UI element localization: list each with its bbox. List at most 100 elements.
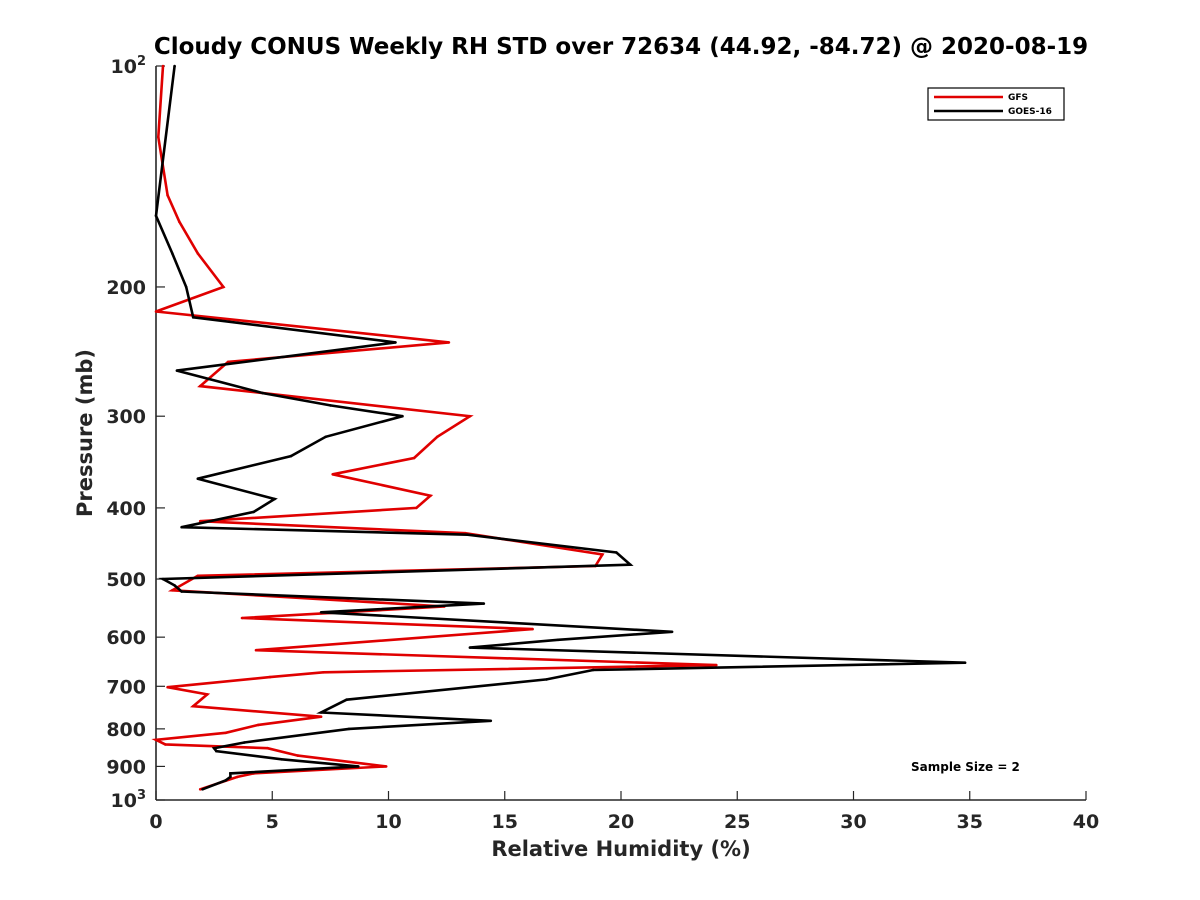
data-point-goes-16 <box>615 551 618 554</box>
data-point-gfs <box>254 648 258 652</box>
x-axis-ticks: 0 5 10 15 20 25 30 35 40 <box>149 791 1099 833</box>
data-point-gfs <box>226 360 230 364</box>
data-point-goes-16 <box>466 533 469 536</box>
x-tick-label: 35 <box>957 811 983 833</box>
data-point-goes-16 <box>482 602 486 605</box>
data-point-goes-16 <box>591 668 595 672</box>
data-point-goes-16 <box>319 711 323 714</box>
data-point-goes-16 <box>401 414 404 418</box>
data-point-goes-16 <box>212 746 216 750</box>
data-point-gfs <box>415 506 418 510</box>
data-point-gfs <box>531 627 534 631</box>
data-point-gfs <box>257 723 260 727</box>
y-tick-base: 10 <box>111 790 137 812</box>
x-tick-label: 5 <box>266 811 279 833</box>
data-point-gfs <box>319 715 323 718</box>
data-point-goes-16 <box>347 727 351 731</box>
series-layer <box>151 64 967 791</box>
data-point-gfs <box>178 220 181 223</box>
data-point-gfs <box>266 746 269 750</box>
data-point-gfs <box>268 675 272 679</box>
data-point-gfs <box>331 473 335 476</box>
data-point-gfs <box>161 64 165 68</box>
data-point-goes-16 <box>394 341 397 344</box>
data-point-gfs <box>164 743 167 746</box>
data-point-goes-16 <box>324 435 328 439</box>
data-point-goes-16 <box>180 590 183 593</box>
data-point-goes-16 <box>173 64 176 68</box>
data-point-goes-16 <box>963 661 967 664</box>
y-tick-label: 102 <box>111 54 147 78</box>
data-point-goes-16 <box>489 719 493 723</box>
data-point-goes-16 <box>670 630 674 634</box>
data-point-goes-16 <box>273 497 276 501</box>
data-point-gfs <box>468 414 472 418</box>
data-point-gfs <box>154 738 158 742</box>
y-tick-exponent: 2 <box>137 54 146 69</box>
y-tick-label: 800 <box>106 719 146 741</box>
data-point-goes-16 <box>329 404 332 407</box>
y-axis-label: Pressure (mb) <box>73 349 97 517</box>
x-axis-label: Relative Humidity (%) <box>491 837 750 861</box>
data-point-gfs <box>196 252 200 255</box>
data-point-gfs <box>171 589 174 592</box>
data-point-gfs <box>154 310 158 313</box>
data-point-goes-16 <box>545 678 548 681</box>
series-points-gfs <box>154 64 718 791</box>
data-point-goes-16 <box>629 563 632 566</box>
data-point-goes-16 <box>215 749 218 753</box>
chart-title: Cloudy CONUS Weekly RH STD over 72634 (4… <box>154 34 1088 60</box>
data-point-goes-16 <box>173 584 176 587</box>
data-point-gfs <box>296 754 300 757</box>
data-point-goes-16 <box>175 369 179 372</box>
data-point-goes-16 <box>224 779 228 782</box>
data-point-goes-16 <box>191 316 195 319</box>
y-tick-label: 300 <box>106 406 146 428</box>
data-point-goes-16 <box>252 510 255 514</box>
data-point-goes-16 <box>243 741 246 744</box>
data-point-gfs <box>429 494 432 498</box>
data-point-gfs <box>157 135 160 139</box>
data-point-gfs <box>222 285 225 289</box>
data-point-gfs <box>447 341 451 344</box>
data-point-goes-16 <box>261 391 265 395</box>
x-tick-label: 40 <box>1073 811 1099 833</box>
data-point-gfs <box>198 788 202 791</box>
data-point-gfs <box>191 704 195 708</box>
x-tick-label: 25 <box>724 811 750 833</box>
data-point-gfs <box>166 685 169 689</box>
data-point-goes-16 <box>357 765 360 768</box>
data-point-goes-16 <box>556 638 560 642</box>
legend: GFS GOES-16 <box>927 87 1065 121</box>
data-point-gfs <box>412 456 416 460</box>
y-tick-label: 200 <box>106 277 146 299</box>
x-tick-label: 30 <box>840 811 866 833</box>
data-point-goes-16 <box>171 252 174 255</box>
data-point-gfs <box>384 765 388 768</box>
y-tick-label: 900 <box>106 756 146 778</box>
data-point-goes-16 <box>280 758 283 761</box>
data-point-goes-16 <box>196 477 200 481</box>
x-tick-label: 15 <box>492 811 518 833</box>
legend-box <box>927 87 1065 121</box>
data-point-gfs <box>601 553 604 556</box>
y-tick-label: 600 <box>106 627 146 649</box>
data-point-gfs <box>436 435 439 439</box>
y-tick-base: 10 <box>111 56 137 78</box>
data-point-goes-16 <box>229 772 232 775</box>
legend-label-goes-16: GOES-16 <box>1008 107 1052 117</box>
y-tick-exponent: 3 <box>137 788 146 803</box>
data-point-goes-16 <box>319 611 323 614</box>
data-point-gfs <box>236 775 239 779</box>
data-point-goes-16 <box>184 285 188 289</box>
legend-label-gfs: GFS <box>1008 93 1028 103</box>
data-point-gfs <box>322 671 325 674</box>
y-tick-label: 500 <box>106 569 146 591</box>
series-points-goes-16 <box>154 64 967 791</box>
data-point-gfs <box>198 384 202 388</box>
data-point-gfs <box>715 663 718 667</box>
sample-size-annotation: Sample Size = 2 <box>911 760 1020 774</box>
